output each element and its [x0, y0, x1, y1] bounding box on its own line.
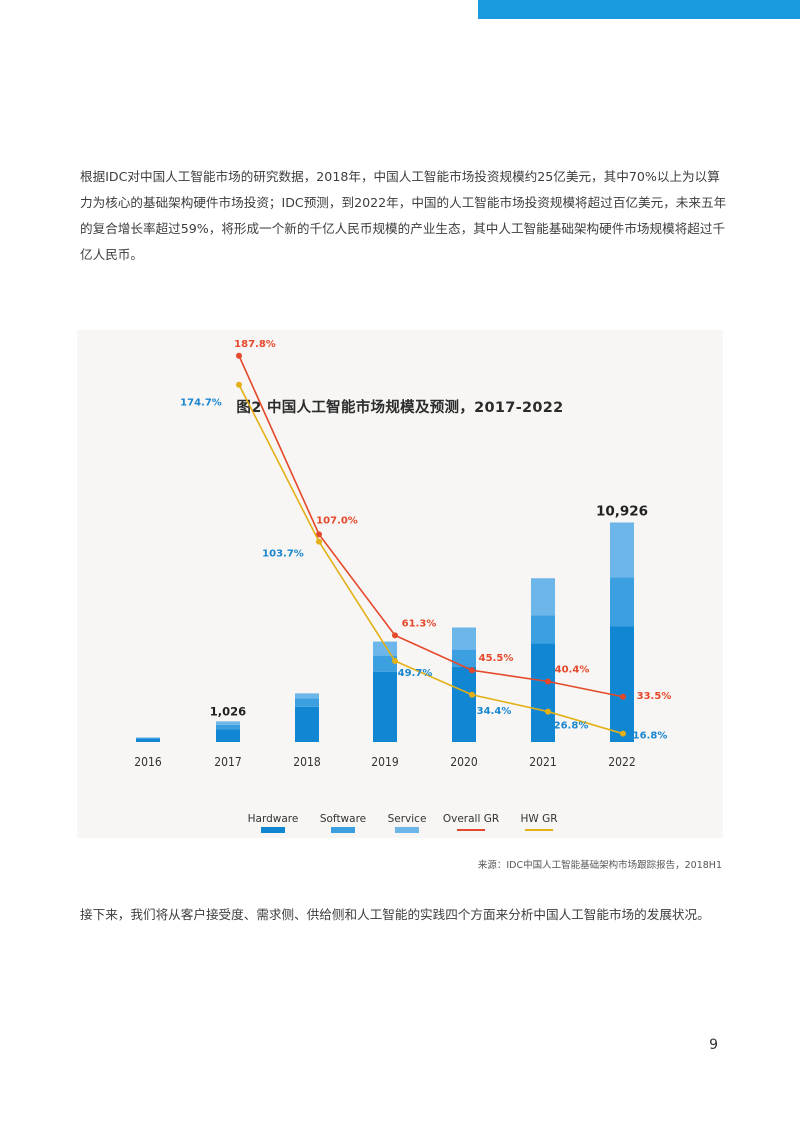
bar-software-2019 [373, 655, 397, 672]
outro-paragraph: 接下来，我们将从客户接受度、需求侧、供给侧和人工智能的实践四个方面来分析中国人工… [80, 907, 710, 922]
line-overall-gr [238, 355, 624, 698]
bar-software-2018 [295, 698, 319, 707]
intro-paragraph: 根据IDC对中国人工智能市场的研究数据，2018年，中国人工智能市场投资规模约2… [80, 164, 728, 268]
total-label-2022: 10,926 [596, 503, 648, 519]
legend-swatch-software [331, 827, 355, 833]
legend-label-hw-gr: HW GR [520, 813, 557, 825]
bar-software-2017 [216, 724, 240, 730]
label-hw-gr-2019: 49.7% [398, 668, 433, 679]
bar-service-2020 [452, 627, 476, 650]
point-overall-gr-2018 [316, 531, 322, 538]
bar-software-2021 [531, 615, 555, 644]
point-hw-gr-2022 [620, 730, 626, 737]
legend-label-software: Software [320, 813, 366, 825]
x-tick-2016: 2016 [134, 755, 162, 769]
bar-service-2017 [216, 721, 240, 725]
label-overall-gr-2018: 107.0% [316, 515, 358, 526]
legend-swatch-hardware [261, 827, 285, 833]
bar-hardware-2019 [373, 671, 397, 742]
point-overall-gr-2017 [236, 352, 242, 359]
page-number: 9 [709, 1037, 718, 1053]
bar-software-2016 [136, 737, 160, 739]
intro-text: 根据IDC对中国人工智能市场的研究数据，2018年，中国人工智能市场投资规模约2… [80, 169, 727, 262]
point-overall-gr-2021 [545, 678, 551, 685]
bar-hardware-2016 [136, 738, 160, 742]
line-hw-gr [238, 384, 624, 735]
x-tick-2022: 2022 [608, 755, 635, 769]
bar-service-2022 [610, 522, 634, 578]
label-overall-gr-2017: 187.8% [234, 339, 276, 350]
bar-hardware-2022 [610, 626, 634, 742]
label-overall-gr-2020: 45.5% [479, 653, 514, 664]
label-hw-gr-2021: 26.8% [554, 721, 589, 732]
point-hw-gr-2021 [545, 708, 551, 715]
bar-service-2018 [295, 693, 319, 699]
point-overall-gr-2020 [469, 667, 475, 674]
point-overall-gr-2022 [620, 693, 626, 700]
bar-service-2021 [531, 578, 555, 616]
chart-panel: 图2 中国人工智能市场规模及预测，2017-2022 2016 2017 2018 2… [77, 330, 723, 838]
label-overall-gr-2019: 61.3% [402, 618, 437, 629]
bar-hardware-2017 [216, 729, 240, 742]
bar-software-2022 [610, 577, 634, 627]
x-tick-2020: 2020 [450, 755, 478, 769]
bar-service-2019 [373, 641, 397, 656]
legend-swatch-service [395, 827, 419, 833]
label-hw-gr-2020: 34.4% [477, 706, 512, 717]
label-overall-gr-2022: 33.5% [637, 691, 672, 702]
market-size-chart: 2016 2017 2018 2019 2020 2021 2022 1,026 10,926 1… [134, 339, 672, 833]
bar-software-2020 [452, 649, 476, 667]
label-overall-gr-2021: 40.4% [555, 665, 590, 676]
point-hw-gr-2017 [236, 381, 242, 388]
label-hw-gr-2018: 103.7% [262, 549, 304, 560]
bar-hardware-2018 [295, 706, 319, 742]
legend-label-hardware: Hardware [248, 813, 299, 825]
x-tick-2019: 2019 [371, 755, 399, 769]
legend-label-service: Service [388, 813, 427, 825]
top-accent-bar [478, 0, 800, 19]
point-hw-gr-2020 [469, 691, 475, 698]
label-hw-gr-2022: 16.8% [633, 731, 668, 742]
x-tick-2017: 2017 [214, 755, 241, 769]
chart-title: 图2 中国人工智能市场规模及预测，2017-2022 [236, 400, 564, 416]
label-hw-gr-2017: 174.7% [180, 398, 222, 409]
bar-hardware-2021 [531, 643, 555, 742]
point-hw-gr-2018 [316, 538, 322, 545]
source-note: 来源：IDC中国人工智能基础架构市场跟踪报告，2018H1 [477, 860, 722, 871]
point-hw-gr-2019 [392, 657, 398, 664]
bar-hardware-2020 [452, 666, 476, 742]
x-tick-2018: 2018 [293, 755, 321, 769]
x-tick-2021: 2021 [529, 755, 556, 769]
legend-label-overall-gr: Overall GR [443, 813, 499, 825]
total-label-2017: 1,026 [210, 704, 246, 718]
point-overall-gr-2019 [392, 632, 398, 639]
